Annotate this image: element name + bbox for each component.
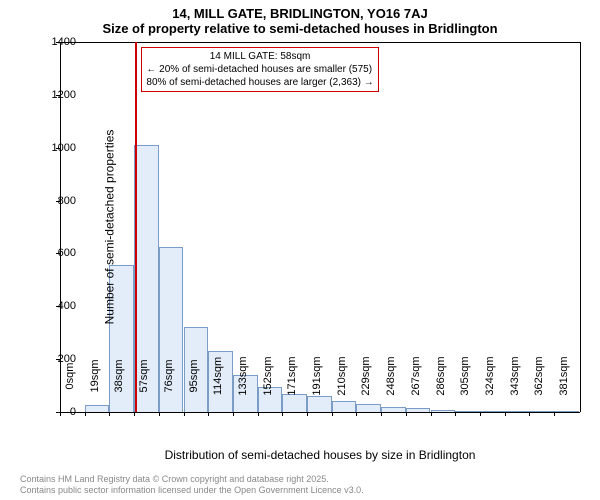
y-tick-label: 800 [58, 195, 76, 207]
y-tick-label: 400 [58, 300, 76, 312]
x-tick [332, 412, 333, 416]
right-axis-line [580, 42, 581, 412]
x-tick-label: 114sqm [212, 357, 224, 395]
x-tick [381, 412, 382, 416]
x-tick [159, 412, 160, 416]
x-tick-label: 305sqm [459, 356, 471, 395]
annotation-line1: 14 MILL GATE: 58sqm [146, 50, 373, 63]
x-tick [406, 412, 407, 416]
y-tick-label: 0 [70, 406, 76, 418]
x-tick [307, 412, 308, 416]
footer-line2: Contains public sector information licen… [20, 485, 364, 496]
histogram-bar [529, 411, 554, 412]
x-tick-label: 38sqm [113, 359, 125, 392]
x-tick-label: 76sqm [163, 359, 175, 392]
x-tick-label: 95sqm [188, 359, 200, 392]
x-tick-label: 362sqm [533, 356, 545, 395]
x-tick [554, 412, 555, 416]
histogram-bar [356, 404, 381, 412]
histogram-bar [455, 411, 480, 412]
x-tick-label: 152sqm [262, 356, 274, 395]
x-tick-label: 191sqm [311, 356, 323, 395]
x-tick-label: 19sqm [89, 359, 101, 392]
chart-title: 14, MILL GATE, BRIDLINGTON, YO16 7AJ [0, 0, 600, 21]
annotation-box: 14 MILL GATE: 58sqm← 20% of semi-detache… [141, 47, 378, 92]
histogram-bar [381, 407, 406, 412]
x-tick [208, 412, 209, 416]
x-tick [282, 412, 283, 416]
x-tick-label: 57sqm [138, 359, 150, 392]
histogram-bar [480, 411, 505, 412]
top-axis-line [60, 42, 580, 43]
y-axis-label: Number of semi-detached properties [102, 130, 116, 325]
x-tick [184, 412, 185, 416]
x-tick-label: 133sqm [237, 356, 249, 395]
x-tick [85, 412, 86, 416]
histogram-bar [406, 408, 431, 412]
marker-line [135, 42, 137, 412]
x-tick [529, 412, 530, 416]
footer-line1: Contains HM Land Registry data © Crown c… [20, 474, 364, 485]
histogram-bar [554, 411, 579, 412]
y-tick-label: 1000 [52, 142, 76, 154]
x-tick-label: 343sqm [509, 356, 521, 395]
y-tick-label: 600 [58, 247, 76, 259]
histogram-bar [307, 396, 332, 412]
histogram-bar [332, 401, 357, 412]
chart-container: 14, MILL GATE, BRIDLINGTON, YO16 7AJ Siz… [0, 0, 600, 500]
histogram-bar [282, 394, 307, 413]
x-tick [505, 412, 506, 416]
x-tick [233, 412, 234, 416]
x-tick-label: 267sqm [410, 356, 422, 395]
histogram-bar [505, 411, 530, 412]
x-tick-label: 210sqm [336, 356, 348, 395]
histogram-bar [85, 405, 110, 412]
x-tick [356, 412, 357, 416]
x-axis-label: Distribution of semi-detached houses by … [165, 448, 476, 462]
x-tick [455, 412, 456, 416]
x-tick [480, 412, 481, 416]
footer-attribution: Contains HM Land Registry data © Crown c… [20, 474, 364, 496]
x-tick-label: 171sqm [286, 356, 298, 395]
x-tick [258, 412, 259, 416]
x-tick-label: 248sqm [385, 356, 397, 395]
annotation-line3: 80% of semi-detached houses are larger (… [146, 76, 373, 89]
annotation-line2: ← 20% of semi-detached houses are smalle… [146, 63, 373, 76]
x-tick [60, 412, 61, 416]
x-tick [134, 412, 135, 416]
x-tick-label: 229sqm [360, 356, 372, 395]
chart-subtitle: Size of property relative to semi-detach… [0, 21, 600, 38]
histogram-bar [431, 410, 456, 412]
x-tick [431, 412, 432, 416]
y-tick-label: 1400 [52, 36, 76, 48]
y-tick-label: 1200 [52, 89, 76, 101]
x-axis-line [60, 412, 580, 413]
x-tick-label: 381sqm [558, 356, 570, 395]
x-tick [109, 412, 110, 416]
x-tick-label: 286sqm [435, 356, 447, 395]
x-tick-label: 0sqm [64, 363, 76, 390]
x-tick-label: 324sqm [484, 356, 496, 395]
